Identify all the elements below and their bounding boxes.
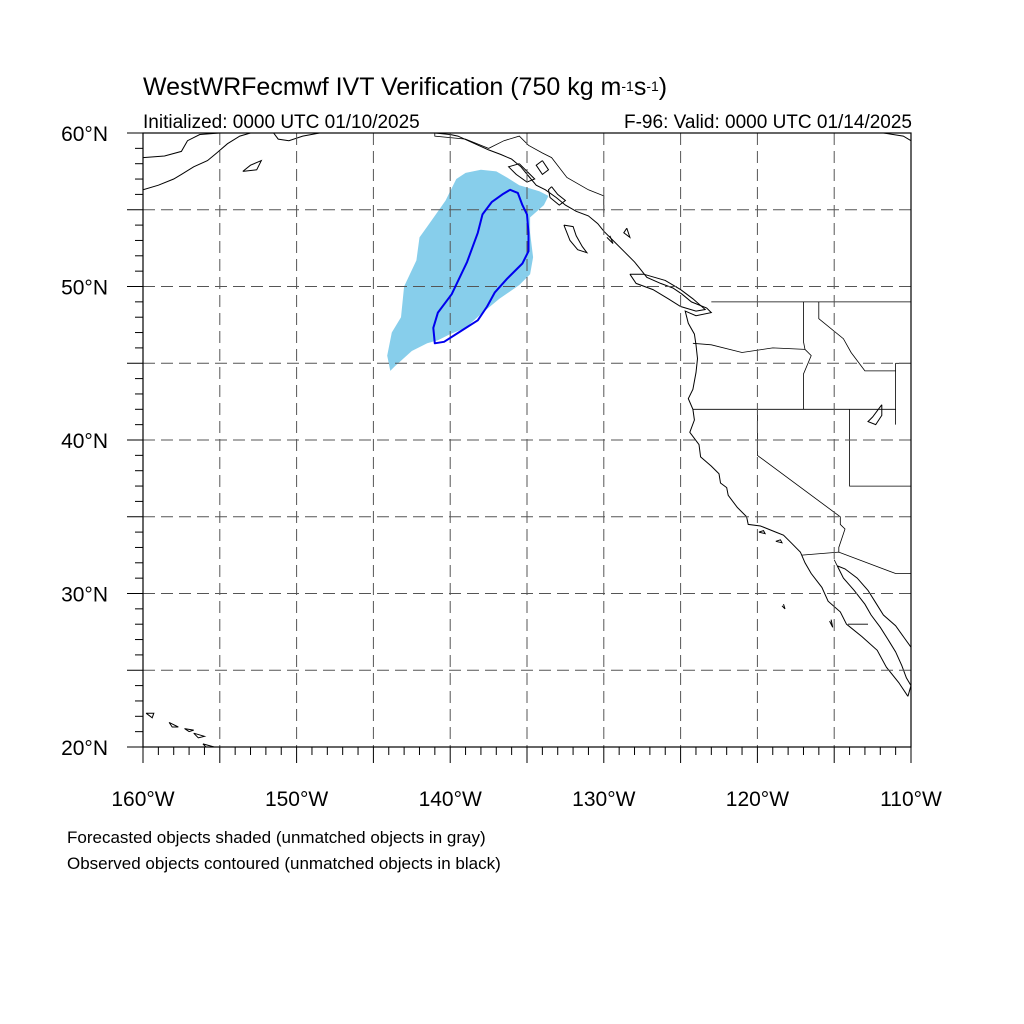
lat-tick-label: 20°N xyxy=(61,737,108,760)
coastline-segment xyxy=(836,565,911,686)
coastline-segment xyxy=(242,159,263,172)
valid-time: F-96: Valid: 0000 UTC 01/14/2025 xyxy=(624,112,912,133)
island-outline xyxy=(193,732,207,739)
coastline-segment xyxy=(837,565,911,648)
island-outline xyxy=(606,235,614,244)
coastline-segment xyxy=(547,186,567,206)
lat-tick-label: 40°N xyxy=(61,430,108,453)
graticule-layer xyxy=(143,133,911,747)
political-border xyxy=(692,342,806,353)
observed-object-contour xyxy=(432,188,530,345)
political-border xyxy=(801,551,911,574)
lat-tick-label: 30°N xyxy=(61,584,108,607)
map-title: WestWRFecmwf IVT Verification (750 kg m-… xyxy=(143,73,668,101)
coastline-segment xyxy=(867,404,883,426)
island-outline xyxy=(145,712,155,719)
coastline-segment xyxy=(563,224,589,254)
lon-tick-label: 150°W xyxy=(265,788,328,811)
coastline-segment xyxy=(781,604,786,610)
lat-tick-label: 60°N xyxy=(61,123,108,146)
axis-ticks-layer xyxy=(127,132,912,763)
coastline-segment xyxy=(629,273,707,312)
coastline-layer xyxy=(143,133,911,747)
coastline-segment xyxy=(411,133,909,697)
coastline-segment xyxy=(883,133,911,142)
lat-tick-label: 50°N xyxy=(61,277,108,300)
axis-labels-layer: 160°W 150°W 140°W 130°W 120°W 110°W 20°N 30°N 40… xyxy=(61,123,942,811)
island-outline xyxy=(168,721,179,728)
island-outline xyxy=(184,728,194,733)
political-border xyxy=(803,301,812,410)
forecast-object-shaded xyxy=(387,169,549,371)
political-border xyxy=(757,409,846,553)
political-border xyxy=(833,559,838,567)
political-border xyxy=(818,301,896,372)
island-outline xyxy=(623,227,631,239)
political-border xyxy=(849,409,911,487)
coastline-segment xyxy=(273,133,320,142)
lon-tick-label: 130°W xyxy=(572,788,635,811)
forecast-legend-note: Forecasted objects shaded (unmatched obj… xyxy=(67,828,486,847)
initialized-time: Initialized: 0000 UTC 01/10/2025 xyxy=(143,112,420,133)
island-outline xyxy=(202,743,217,747)
lon-tick-label: 140°W xyxy=(419,788,482,811)
coastline-segment xyxy=(535,160,550,176)
lon-tick-label: 160°W xyxy=(111,788,174,811)
forecast-objects-layer xyxy=(387,169,549,371)
coastline-segment xyxy=(143,133,220,159)
lon-tick-label: 120°W xyxy=(726,788,789,811)
political-borders-layer xyxy=(434,133,911,625)
plot-frame xyxy=(142,132,912,748)
coastline-segment xyxy=(775,539,783,544)
lon-tick-label: 110°W xyxy=(880,788,942,811)
observed-objects-layer xyxy=(432,188,530,345)
coastline-segment xyxy=(829,619,834,628)
observed-legend-note: Observed objects contoured (unmatched ob… xyxy=(67,854,501,873)
political-border xyxy=(434,133,605,213)
coastline-segment xyxy=(758,529,767,535)
coastline-segment xyxy=(143,133,251,191)
